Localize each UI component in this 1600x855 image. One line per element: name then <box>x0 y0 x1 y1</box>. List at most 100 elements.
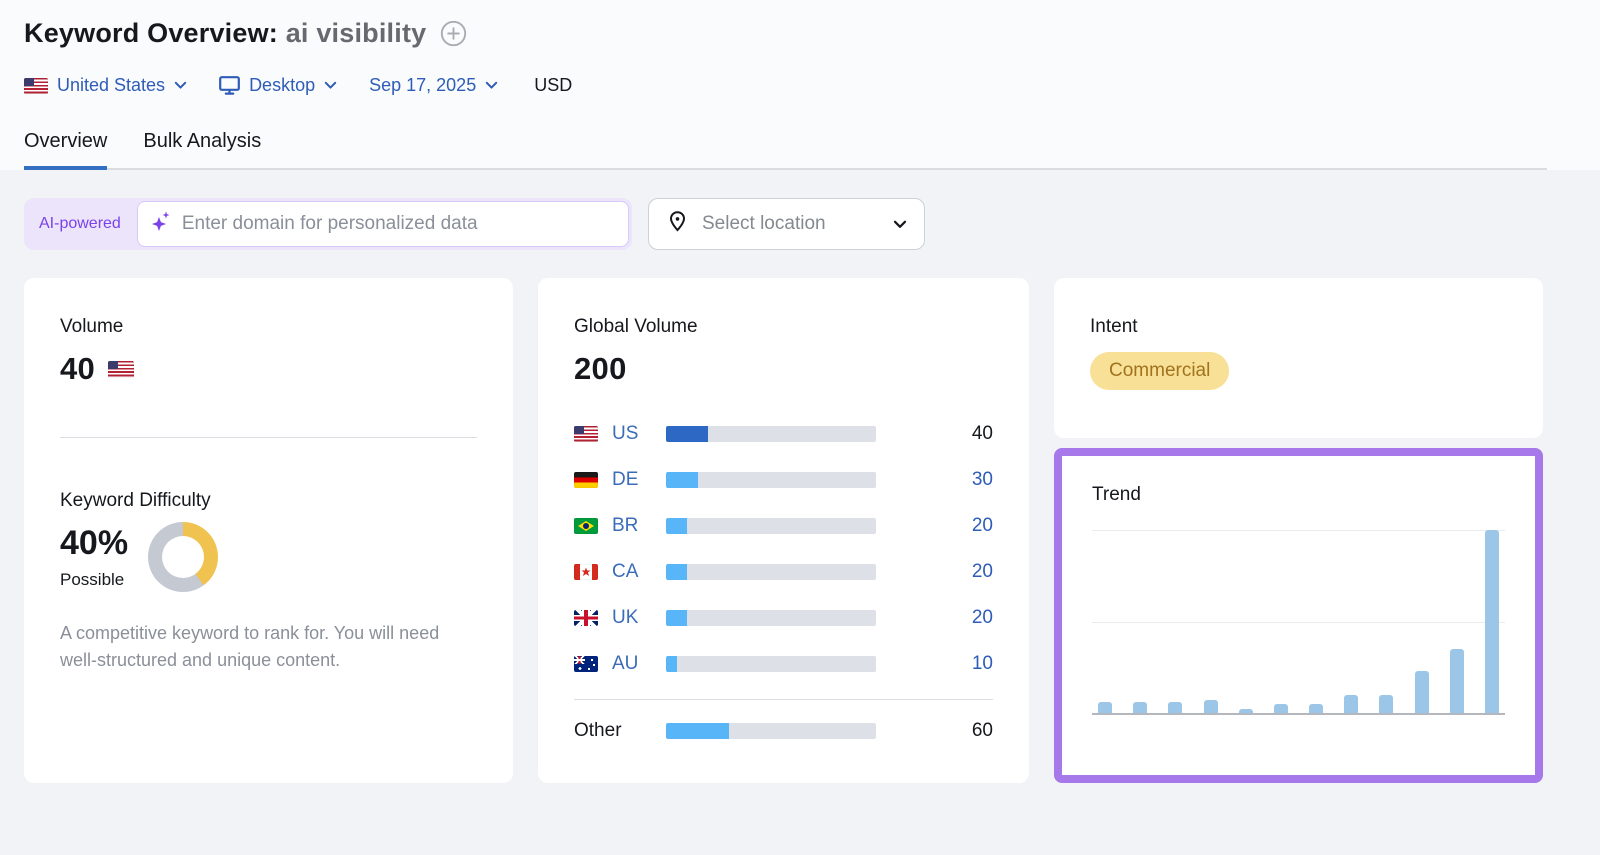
trend-bar <box>1098 702 1112 713</box>
trend-bar <box>1133 702 1148 713</box>
volume-bar-track <box>666 426 876 442</box>
country-volume-value: 30 <box>971 469 993 490</box>
volume-label: Volume <box>60 316 124 337</box>
volume-bar-fill <box>666 518 687 534</box>
volume-bar-fill <box>666 564 687 580</box>
trend-bar <box>1484 530 1499 713</box>
country-link-au[interactable]: AU <box>612 653 639 674</box>
intent-card: Intent Commercial <box>1054 278 1543 438</box>
volume-bar-fill <box>666 723 729 739</box>
country-volume-value: 10 <box>971 653 993 674</box>
sparkle-icon <box>151 210 172 238</box>
select-location-label: Select location <box>702 213 826 234</box>
desktop-monitor-icon <box>219 76 240 95</box>
us-flag-icon <box>574 426 598 442</box>
trend-chart <box>1092 530 1505 715</box>
device-filter[interactable]: Desktop <box>219 75 337 96</box>
page-title-keyword: ai visibility <box>285 18 427 48</box>
trend-card-highlighted: Trend <box>1054 448 1543 783</box>
volume-bar-fill <box>666 426 708 442</box>
us-flag-icon <box>108 360 135 378</box>
volume-value: 40 <box>60 351 96 386</box>
date-filter[interactable]: Sep 17, 2025 <box>369 75 498 96</box>
country-link-br[interactable]: BR <box>612 515 639 536</box>
country-filter[interactable]: United States <box>24 75 187 96</box>
volume-bar-track <box>666 472 876 488</box>
select-location-button[interactable]: Select location <box>648 198 925 250</box>
title-row: Keyword Overview: ai visibility <box>24 18 1547 49</box>
country-filter-label: United States <box>57 75 166 95</box>
date-filter-label: Sep 17, 2025 <box>369 75 477 95</box>
table-row: BR 20 <box>574 503 993 549</box>
ai-powered-container: AI-powered <box>24 198 632 250</box>
domain-input[interactable] <box>181 213 615 235</box>
volume-bar-track <box>666 610 876 626</box>
country-volume-value: 20 <box>971 607 993 628</box>
table-row-other: Other 60 <box>574 708 993 754</box>
br-flag-icon <box>574 518 598 534</box>
country-volume-value: 20 <box>971 561 993 582</box>
chevron-down-icon <box>485 81 498 90</box>
toolbar: AI-powered Select location <box>24 198 1547 250</box>
ai-powered-badge: AI-powered <box>39 215 121 232</box>
chevron-down-icon <box>893 213 907 235</box>
keyword-difficulty-donut <box>148 522 219 592</box>
device-filter-label: Desktop <box>249 75 316 95</box>
volume-value-row: 40 <box>60 351 477 387</box>
country-link-uk[interactable]: UK <box>612 607 639 628</box>
filters-bar: United States Desktop Sep 17, 2025 USD <box>24 75 1547 96</box>
tabs-bar: Overview Bulk Analysis <box>24 130 1547 170</box>
gridline <box>1092 530 1505 531</box>
trend-bar <box>1273 703 1288 713</box>
global-volume-label: Global Volume <box>574 316 698 337</box>
tab-bulk-analysis[interactable]: Bulk Analysis <box>143 130 262 152</box>
us-flag-icon <box>24 77 48 94</box>
chevron-down-icon <box>174 81 187 90</box>
card-divider <box>60 437 477 438</box>
chevron-down-icon <box>324 81 337 90</box>
trend-bar <box>1449 648 1464 713</box>
keyword-difficulty-description: A competitive keyword to rank for. You w… <box>60 623 440 670</box>
trend-bar <box>1414 670 1429 713</box>
keyword-difficulty-row: 40% Possible <box>60 522 477 592</box>
keyword-difficulty-label: Keyword Difficulty <box>60 490 211 511</box>
other-volume-value: 60 <box>971 720 993 741</box>
trend-bar <box>1238 709 1253 713</box>
trend-bar <box>1379 694 1394 713</box>
right-column: Intent Commercial Trend <box>1054 278 1543 783</box>
volume-bar-track <box>666 518 876 534</box>
country-link-de[interactable]: DE <box>612 469 639 490</box>
table-row: UK 20 <box>574 595 993 641</box>
location-pin-icon <box>666 210 689 239</box>
country-link-ca[interactable]: CA <box>612 561 639 582</box>
other-label: Other <box>574 720 622 741</box>
global-volume-card: Global Volume 200 US 40 DE 30 BR <box>538 278 1029 783</box>
page-title: Keyword Overview: ai visibility <box>24 18 426 49</box>
ca-flag-icon <box>574 564 598 580</box>
country-link-us[interactable]: US <box>612 423 639 444</box>
volume-difficulty-card: Volume 40 Keyword Difficulty 40% Possibl… <box>24 278 513 783</box>
de-flag-icon <box>574 472 598 488</box>
tab-overview[interactable]: Overview <box>24 130 108 170</box>
cards-grid: Volume 40 Keyword Difficulty 40% Possibl… <box>24 278 1547 783</box>
keyword-difficulty-level: Possible <box>60 570 125 589</box>
global-volume-rows: US 40 DE 30 BR 20 CA 20 <box>574 411 993 754</box>
intent-label: Intent <box>1090 316 1138 337</box>
keyword-difficulty-value: 40% <box>60 524 129 562</box>
trend-bar <box>1168 702 1183 713</box>
table-row: DE 30 <box>574 457 993 503</box>
trend-bar <box>1344 694 1359 713</box>
volume-bar-fill <box>666 656 677 672</box>
volume-bar-track <box>666 564 876 580</box>
gridline <box>1092 621 1505 623</box>
table-row: US 40 <box>574 411 993 457</box>
other-divider <box>574 699 993 700</box>
global-volume-total-row: 200 <box>574 351 993 387</box>
table-row: AU 10 <box>574 641 993 687</box>
intent-badge: Commercial <box>1090 352 1230 390</box>
add-keyword-icon[interactable] <box>440 20 467 47</box>
keyword-difficulty-section: Keyword Difficulty 40% Possible A compet… <box>60 490 477 674</box>
volume-bar-track <box>666 656 876 672</box>
currency-label: USD <box>534 75 573 95</box>
volume-bar-track <box>666 723 876 739</box>
